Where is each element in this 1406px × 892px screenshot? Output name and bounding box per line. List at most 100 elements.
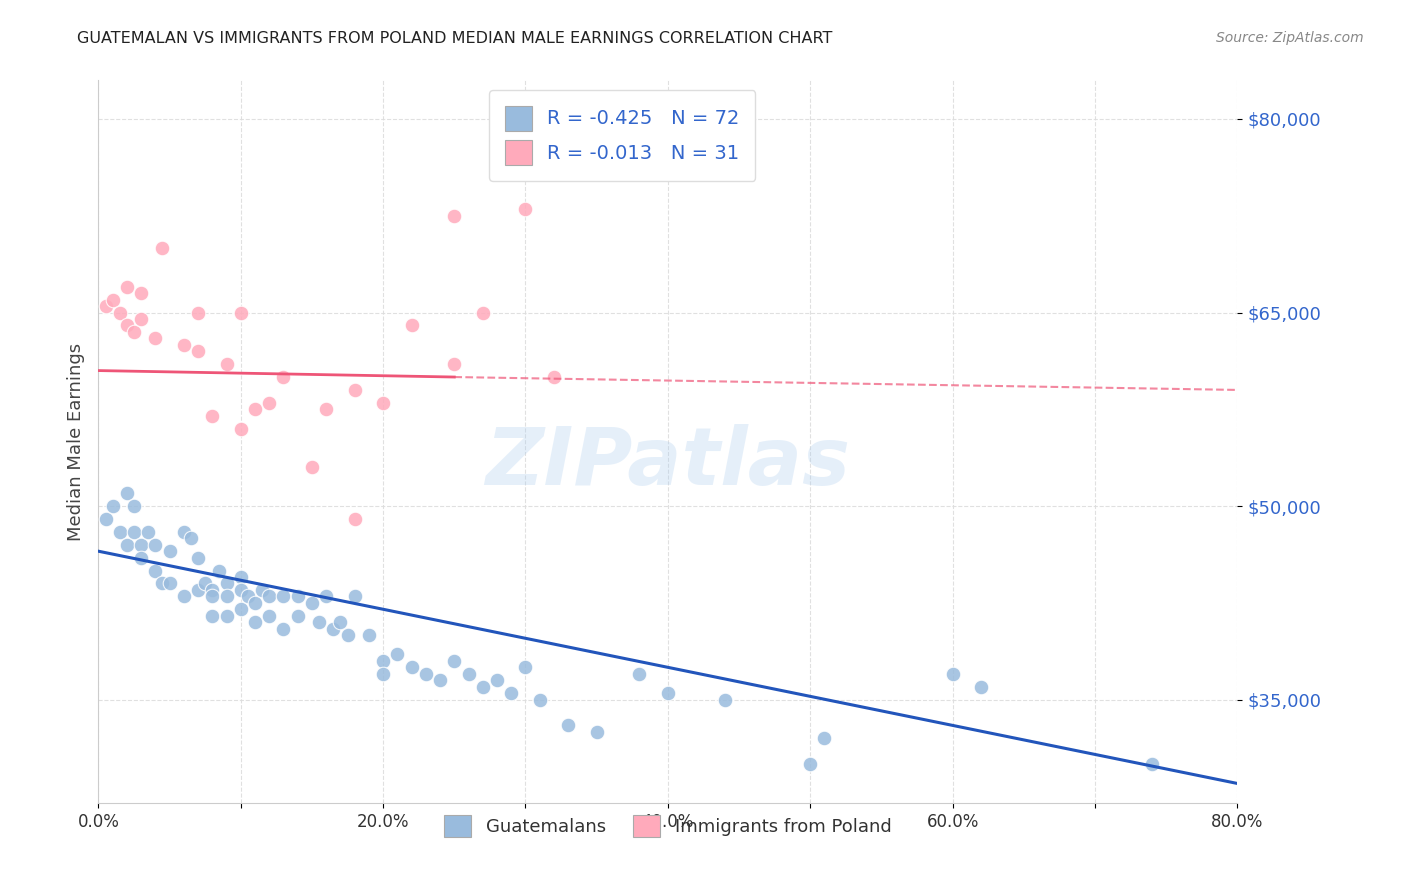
Point (657, 686, 679, 700)
Point (628, 666, 651, 681)
Point (201, 582, 224, 597)
Point (229, 305, 252, 319)
Point (471, 680, 494, 694)
Point (714, 692, 737, 706)
Point (115, 538, 138, 552)
Point (122, 499, 145, 513)
Point (373, 654, 395, 668)
Point (373, 666, 395, 681)
Point (152, 241, 174, 255)
Point (159, 576, 181, 591)
Point (208, 564, 231, 578)
Point (145, 564, 167, 578)
Point (343, 590, 366, 604)
Point (115, 486, 138, 500)
Point (115, 318, 138, 333)
Point (273, 590, 295, 604)
Point (201, 590, 224, 604)
Point (813, 731, 835, 746)
Point (322, 622, 344, 636)
Point (129, 312, 152, 326)
Point (543, 370, 565, 384)
Point (315, 590, 337, 604)
Point (471, 305, 494, 319)
Point (308, 615, 330, 630)
Point (159, 544, 181, 558)
Point (215, 576, 238, 591)
Point (108, 305, 131, 319)
Point (343, 512, 366, 526)
Point (215, 590, 238, 604)
Point (180, 531, 202, 545)
Point (1140, 757, 1163, 772)
Point (145, 538, 167, 552)
Point (201, 409, 224, 423)
Text: Source: ZipAtlas.com: Source: ZipAtlas.com (1216, 31, 1364, 45)
Point (229, 582, 252, 597)
Point (315, 402, 337, 417)
Point (187, 305, 209, 319)
Point (136, 524, 159, 539)
Point (329, 615, 352, 630)
Point (115, 279, 138, 293)
Legend: Guatemalans, Immigrants from Poland: Guatemalans, Immigrants from Poland (437, 808, 898, 845)
Point (145, 331, 167, 345)
Point (108, 524, 131, 539)
Point (122, 524, 145, 539)
Text: GUATEMALAN VS IMMIGRANTS FROM POLAND MEDIAN MALE EARNINGS CORRELATION CHART: GUATEMALAN VS IMMIGRANTS FROM POLAND MED… (77, 31, 832, 46)
Point (443, 357, 465, 371)
Point (215, 608, 238, 623)
Point (970, 680, 993, 694)
Y-axis label: Median Male Earnings: Median Male Earnings (66, 343, 84, 541)
Point (515, 660, 537, 674)
Point (357, 628, 380, 642)
Point (229, 422, 252, 436)
Point (336, 628, 359, 642)
Point (194, 576, 217, 591)
Point (94, 299, 117, 313)
Point (187, 550, 209, 565)
Point (173, 590, 195, 604)
Point (287, 590, 309, 604)
Point (799, 757, 821, 772)
Point (250, 582, 273, 597)
Point (229, 602, 252, 616)
Point (401, 660, 423, 674)
Point (457, 666, 479, 681)
Point (273, 370, 295, 384)
Point (387, 648, 409, 662)
Point (243, 615, 266, 630)
Point (429, 673, 451, 688)
Point (585, 724, 607, 739)
Point (129, 286, 152, 301)
Point (236, 590, 259, 604)
Point (529, 692, 551, 706)
Point (129, 538, 152, 552)
Point (515, 202, 537, 217)
Point (152, 576, 174, 591)
Point (101, 293, 124, 307)
Point (259, 396, 281, 410)
Point (173, 524, 195, 539)
Point (187, 344, 209, 359)
Point (122, 325, 145, 339)
Point (486, 673, 509, 688)
Point (287, 608, 309, 623)
Point (259, 590, 281, 604)
Point (501, 686, 523, 700)
Point (243, 596, 266, 610)
Point (273, 622, 295, 636)
Point (101, 499, 124, 513)
Text: ZIPatlas: ZIPatlas (485, 425, 851, 502)
Point (557, 718, 579, 732)
Point (173, 338, 195, 352)
Point (94, 512, 117, 526)
Point (415, 666, 437, 681)
Point (301, 460, 323, 475)
Point (243, 402, 266, 417)
Point (401, 318, 423, 333)
Point (942, 666, 965, 681)
Point (373, 396, 395, 410)
Point (229, 570, 252, 584)
Point (215, 357, 238, 371)
